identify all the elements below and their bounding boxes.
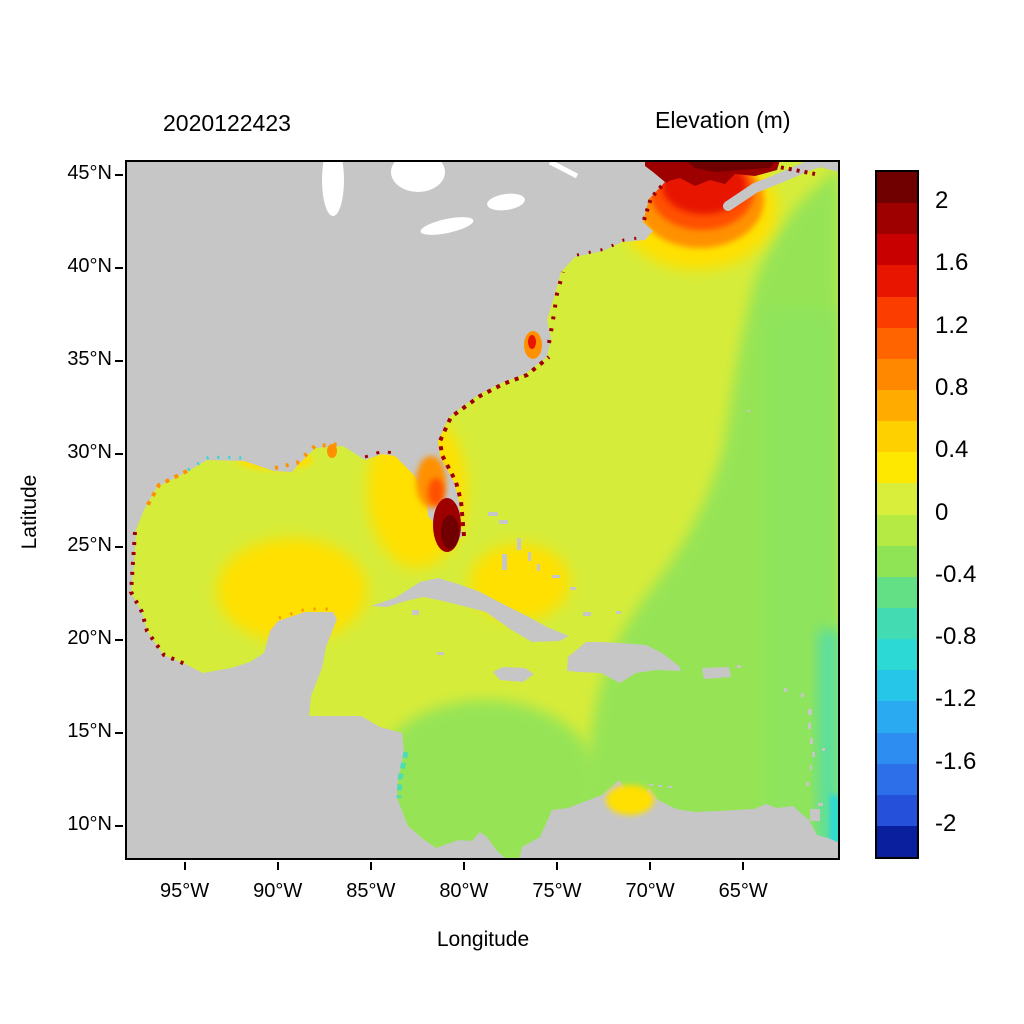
colorbar-cell <box>877 234 917 266</box>
colorbar-cell <box>877 607 917 640</box>
coastal-speckles <box>128 170 683 799</box>
y-tick-mark <box>115 266 123 269</box>
plot-frame <box>125 160 840 860</box>
colorbar-cell <box>877 732 917 764</box>
colorbar-tick-label: 2 <box>935 187 949 215</box>
colorbar-cell <box>877 358 917 390</box>
mobile-bay-orange <box>327 444 337 458</box>
colorbar-tick-label: -2 <box>935 809 957 837</box>
southeast-cyan-corner <box>830 795 840 860</box>
x-tick-label: 80°W <box>439 880 489 902</box>
land-small-islands <box>412 410 825 821</box>
land-south-america <box>519 780 840 860</box>
x-tick-label: 90°W <box>253 880 303 902</box>
colorbar-tick-label: 1.2 <box>935 311 969 339</box>
colorbar-cell <box>877 483 917 515</box>
colorbar-cell <box>877 172 917 204</box>
colorbar-tick-label: 1.6 <box>935 249 969 277</box>
y-tick-mark <box>115 639 123 642</box>
x-tick-label: 75°W <box>532 880 582 902</box>
colorbar-cell <box>877 389 917 422</box>
x-tick-mark <box>369 862 372 870</box>
colorbar-tick-label: -1.6 <box>935 747 977 775</box>
y-tick-label: 40°N <box>67 254 112 277</box>
y-tick-mark <box>115 825 123 828</box>
elevation-map <box>125 160 840 860</box>
y-tick-label: 10°N <box>67 813 112 836</box>
bay-of-fundy-maroon <box>685 160 775 172</box>
colorbar-cell <box>877 421 917 453</box>
land-cape-breton-corner <box>815 160 840 172</box>
x-tick-label: 65°W <box>718 880 768 902</box>
colorbar-cell <box>877 670 917 702</box>
colorbar <box>875 170 919 859</box>
x-axis-label: Longitude <box>436 928 530 951</box>
colorbar-cell <box>877 763 917 795</box>
colorbar-cell <box>877 794 917 826</box>
x-tick-mark <box>183 862 186 870</box>
colorbar-tick-label: 0.4 <box>935 436 969 464</box>
land-hispaniola <box>567 642 681 683</box>
y-tick-label: 25°N <box>67 534 112 557</box>
y-tick-mark <box>115 732 123 735</box>
colorbar-cell <box>877 265 917 297</box>
y-tick-label: 45°N <box>67 161 112 184</box>
land-north-central-america <box>125 160 690 860</box>
y-tick-mark <box>115 360 123 363</box>
x-tick-label: 85°W <box>346 880 396 902</box>
southwest-florida-maroon-core <box>441 515 459 549</box>
colorbar-cell <box>877 701 917 733</box>
colorbar-tick-label: 0.8 <box>935 373 969 401</box>
colorbar-cell <box>877 545 917 577</box>
colorbar-cell <box>877 203 917 235</box>
x-tick-label: 70°W <box>625 880 675 902</box>
southwest-caribbean-green <box>370 700 600 860</box>
x-tick-mark <box>462 862 465 870</box>
colorbar-title: Elevation (m) <box>655 107 791 133</box>
great-lakes <box>322 160 579 235</box>
colorbar-cell <box>877 639 917 671</box>
x-tick-mark <box>649 862 652 870</box>
y-tick-mark <box>115 453 123 456</box>
y-tick-mark <box>115 173 123 176</box>
colorbar-cell <box>877 576 917 608</box>
colorbar-tick-label: -0.4 <box>935 560 977 588</box>
map-plot-area <box>125 160 840 860</box>
colorbar-tick-label: -0.8 <box>935 623 977 651</box>
y-tick-label: 20°N <box>67 627 112 650</box>
y-tick-label: 15°N <box>67 720 112 743</box>
colorbar-cell <box>877 327 917 359</box>
colorbar-cell <box>877 825 917 858</box>
colorbar-cell <box>877 296 917 328</box>
x-tick-mark <box>276 862 279 870</box>
colorbar-tick-label: -1.2 <box>935 685 977 713</box>
gulf-of-venezuela-yellow <box>606 785 654 815</box>
x-tick-mark <box>742 862 745 870</box>
land-nova-scotia <box>723 160 833 211</box>
timestamp-title: 2020122423 <box>163 110 291 136</box>
land-cuba <box>371 578 569 642</box>
y-tick-mark <box>115 546 123 549</box>
land-puerto-rico <box>702 667 731 679</box>
y-tick-label: 30°N <box>67 441 112 464</box>
colorbar-tick-label: 0 <box>935 498 949 526</box>
x-tick-label: 95°W <box>160 880 210 902</box>
land-jamaica <box>493 667 534 682</box>
pamlico-sound-red-core <box>528 335 536 349</box>
x-tick-mark <box>555 862 558 870</box>
y-tick-label: 35°N <box>67 348 112 371</box>
colorbar-cell <box>877 452 917 484</box>
colorbar-cell <box>877 514 917 546</box>
tampa-redorange-core <box>428 478 444 506</box>
